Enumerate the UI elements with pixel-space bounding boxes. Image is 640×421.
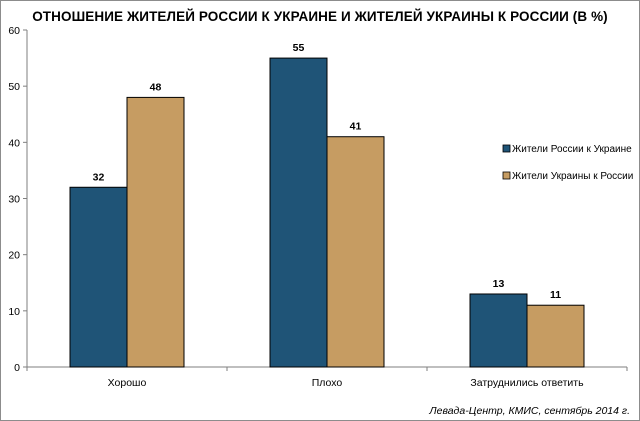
data-label: 11: [550, 289, 561, 301]
x-tick-label: Затруднились ответить: [470, 377, 584, 389]
legend-entry: Жители Украины к России: [512, 171, 633, 182]
chart-title: ОТНОШЕНИЕ ЖИТЕЛЕЙ РОССИИ К УКРАИНЕ И ЖИТ…: [32, 9, 608, 24]
chart-labels: 32 48 Хорошо 55 41 Плохо 13 11 Затруднились отве…: [93, 42, 584, 389]
data-label: 32: [93, 171, 105, 183]
x-tick-label: Хорошо: [108, 377, 147, 389]
y-tick-label: 30: [8, 194, 20, 206]
bar: [269, 57, 328, 368]
chart-legend: Жители России к Украине Жители Украины к …: [502, 144, 633, 182]
y-tick-label: 60: [8, 25, 20, 37]
chart-bars: [69, 57, 585, 368]
bar: [469, 293, 528, 368]
data-label: 55: [293, 42, 305, 54]
y-tick-label: 10: [8, 306, 20, 318]
bar: [126, 96, 185, 368]
bar: [326, 136, 385, 368]
data-label: 48: [150, 81, 162, 93]
source-note: Левада-Центр, КМИС, сентябрь 2014 г.: [429, 405, 630, 417]
y-tick-label: 20: [8, 250, 20, 262]
y-tick-label: 0: [14, 362, 20, 374]
data-label: 13: [493, 278, 505, 290]
legend-swatch: [502, 144, 511, 153]
legend-entry: Жители России к Украине: [512, 144, 632, 155]
x-tick-label: Плохо: [312, 377, 343, 389]
bar: [69, 186, 128, 368]
y-tick-label: 50: [8, 81, 20, 93]
y-tick-label: 40: [8, 137, 20, 149]
data-label: 41: [350, 121, 362, 133]
bar: [526, 304, 585, 368]
legend-swatch: [502, 171, 511, 180]
